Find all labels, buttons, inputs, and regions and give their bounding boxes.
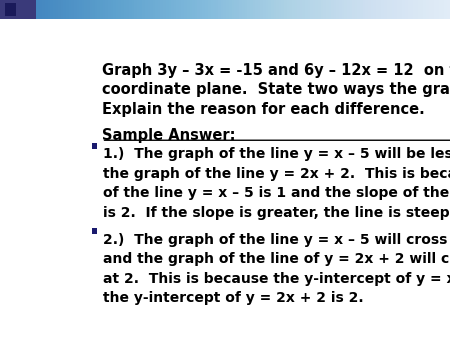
Text: 2.)  The graph of the line y = x – 5 will cross the y-axis at -5: 2.) The graph of the line y = x – 5 will… xyxy=(104,233,450,247)
Text: of the line y = x – 5 is 1 and the slope of the line y = 2x + 2: of the line y = x – 5 is 1 and the slope… xyxy=(104,186,450,200)
Bar xyxy=(4,3,16,16)
Text: and the graph of the line of y = 2x + 2 will cross the y-axis: and the graph of the line of y = 2x + 2 … xyxy=(104,252,450,266)
Bar xyxy=(92,228,97,234)
Text: coordinate plane.  State two ways the graphs are different.: coordinate plane. State two ways the gra… xyxy=(102,82,450,97)
Text: Graph 3y – 3x = -15 and 6y – 12x = 12  on the same: Graph 3y – 3x = -15 and 6y – 12x = 12 on… xyxy=(102,63,450,78)
Text: the y-intercept of y = 2x + 2 is 2.: the y-intercept of y = 2x + 2 is 2. xyxy=(104,291,364,305)
Bar xyxy=(0,0,36,19)
Text: Sample Answer:: Sample Answer: xyxy=(102,128,235,143)
Text: 1.)  The graph of the line y = x – 5 will be less steep than: 1.) The graph of the line y = x – 5 will… xyxy=(104,147,450,161)
Text: Explain the reason for each difference.: Explain the reason for each difference. xyxy=(102,102,424,117)
Text: is 2.  If the slope is greater, the line is steeper.: is 2. If the slope is greater, the line … xyxy=(104,206,450,220)
Bar xyxy=(92,143,97,149)
Text: at 2.  This is because the y-intercept of y = x – 5 is -5 and: at 2. This is because the y-intercept of… xyxy=(104,272,450,286)
Text: the graph of the line y = 2x + 2.  This is because the slope: the graph of the line y = 2x + 2. This i… xyxy=(104,167,450,181)
